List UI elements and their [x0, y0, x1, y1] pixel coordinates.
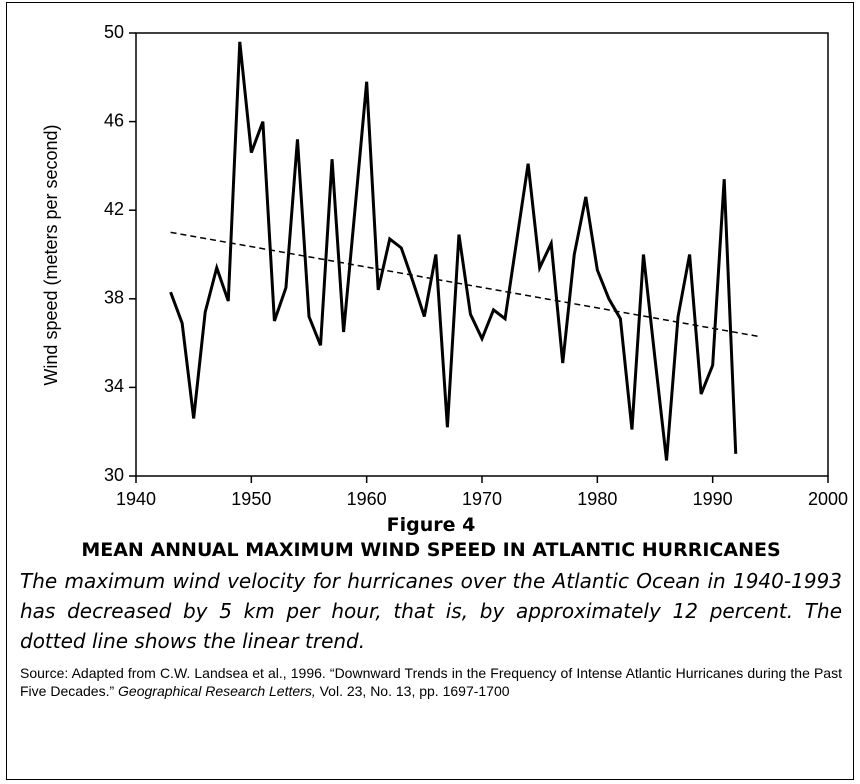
figure-number: Figure 4: [386, 514, 476, 536]
data-line: [169, 41, 738, 461]
frame: [6, 2, 854, 780]
y-tick-label: 34: [104, 376, 124, 396]
source-text: Vol. 23, No. 13, pp. 1697-1700: [315, 683, 510, 699]
x-tick-label: 1960: [347, 489, 387, 509]
plot-frame: [135, 32, 829, 477]
source: Source: Adapted from C.W. Landsea et al.…: [20, 664, 842, 700]
figure-description: The maximum wind velocity for hurricanes…: [20, 569, 842, 653]
journal: Geographical Research Letters,: [118, 683, 316, 699]
y-tick-label: 50: [104, 22, 124, 42]
x-tick-label: 1950: [231, 489, 271, 509]
x-tick-label: 1990: [693, 489, 733, 509]
y-tick-label: 30: [104, 465, 124, 485]
figure-title: MEAN ANNUAL MAXIMUM WIND SPEED IN ATLANT…: [81, 539, 781, 561]
source-text: Source: Adapted from C.W. Landsea et al.…: [20, 665, 842, 699]
x-tick-label: 1980: [577, 489, 617, 509]
y-axis-title: Wind speed (meters per second): [41, 124, 61, 385]
x-tick-label: 1970: [462, 489, 502, 509]
x-tick-label: 2000: [808, 489, 848, 509]
y-tick-label: 42: [104, 199, 124, 219]
x-tick-label: 1940: [116, 489, 156, 509]
y-tick-label: 46: [104, 110, 124, 130]
y-tick-label: 38: [104, 288, 124, 308]
